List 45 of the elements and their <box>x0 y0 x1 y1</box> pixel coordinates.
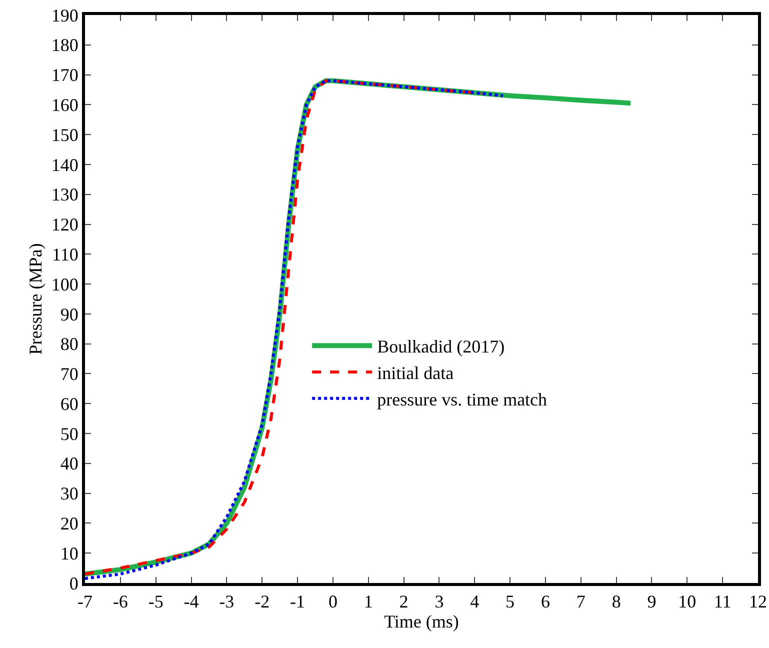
x-tick-label: -3 <box>219 592 234 612</box>
x-tick-label: 5 <box>506 592 515 612</box>
x-axis-title: Time (ms) <box>384 612 459 632</box>
x-tick-label: 4 <box>470 592 480 612</box>
legend-label: Boulkadid (2017) <box>377 336 505 357</box>
x-tick-label: 3 <box>434 592 444 612</box>
x-tick-label: -5 <box>148 592 164 612</box>
y-tick-label: 180 <box>51 35 78 56</box>
x-tick-label: 0 <box>328 592 338 612</box>
legend-label: pressure vs. time match <box>377 389 548 410</box>
y-tick-label: 20 <box>60 514 78 534</box>
x-tick-label: 12 <box>749 592 767 612</box>
x-tick-label: 6 <box>540 592 550 612</box>
y-tick-label: 0 <box>69 573 78 594</box>
y-tick-label: 150 <box>51 124 78 145</box>
y-tick-label: 140 <box>51 154 78 175</box>
y-tick-label: 110 <box>52 244 78 264</box>
x-tick-label: 2 <box>399 592 408 612</box>
x-tick-label: -2 <box>254 592 270 612</box>
y-tick-label: 190 <box>51 5 78 26</box>
x-tick-label: 11 <box>714 592 732 612</box>
x-tick-label: 1 <box>364 592 373 612</box>
y-tick-label: 120 <box>51 214 78 235</box>
y-tick-label: 160 <box>51 94 78 115</box>
x-tick-label: -4 <box>184 592 199 612</box>
y-tick-label: 50 <box>60 424 78 444</box>
x-tick-label: 8 <box>612 592 621 612</box>
x-tick-label: 9 <box>647 592 656 612</box>
y-tick-label: 10 <box>60 543 78 564</box>
y-tick-label: 30 <box>60 484 78 504</box>
y-tick-label: 130 <box>51 184 78 205</box>
y-tick-label: 80 <box>60 334 78 354</box>
y-tick-label: 90 <box>60 304 78 324</box>
x-tick-label: -1 <box>290 592 306 612</box>
y-tick-label: 170 <box>51 65 78 86</box>
x-tick-label: 7 <box>576 592 586 612</box>
x-tick-label: 10 <box>678 592 696 612</box>
y-tick-label: 100 <box>51 274 78 294</box>
x-tick-label: -7 <box>78 592 92 612</box>
y-tick-label: 70 <box>60 364 78 384</box>
y-tick-label: 40 <box>60 454 78 474</box>
y-axis-title: Pressure (MPa) <box>26 243 46 355</box>
x-tick-label: -6 <box>112 592 128 612</box>
y-tick-label: 60 <box>60 394 78 414</box>
legend-label: initial data <box>377 363 454 384</box>
